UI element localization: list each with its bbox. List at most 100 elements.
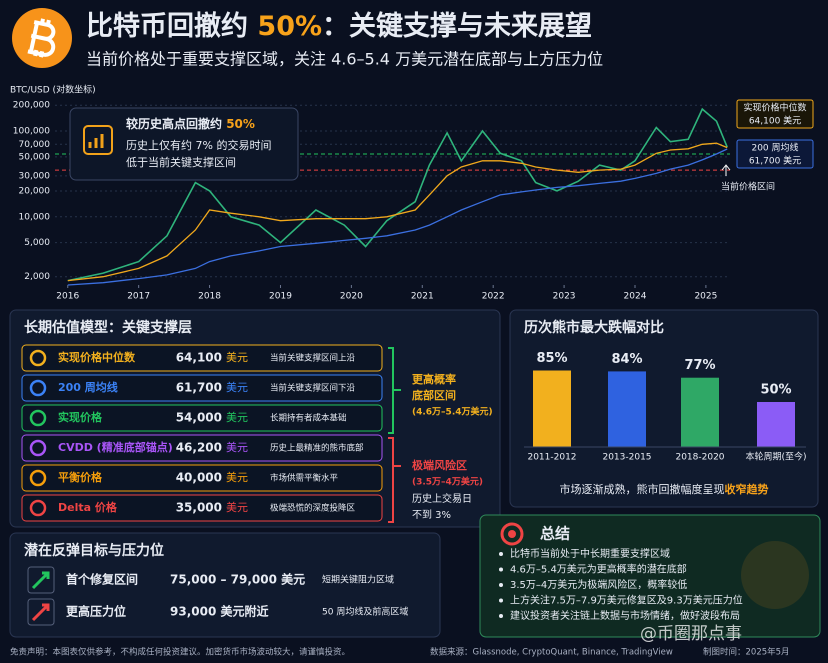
- current-label: 当前价格区间: [721, 181, 775, 193]
- x-tick-label: 本轮周期(至今): [745, 451, 806, 463]
- group-label: (4.6万–5.4万美元): [412, 406, 493, 418]
- y-tick-label: 20,000: [19, 186, 51, 196]
- row-price: 64,100: [176, 351, 222, 365]
- target-icon-box: [27, 598, 55, 626]
- row-icon: [29, 469, 47, 487]
- valuation-row: [21, 404, 383, 432]
- x-tick-label: 2018: [198, 292, 221, 302]
- ma-label: 200 周均线: [751, 142, 798, 154]
- y-tick-label: 70,000: [19, 140, 51, 150]
- row-note: 当前关键支撑区间下沿: [270, 383, 356, 394]
- row-name: CVDD (精准底部锚点): [58, 440, 173, 454]
- bar: [533, 370, 571, 447]
- x-tick-label: 2017: [127, 292, 150, 302]
- target-note: 短期关键阻力区域: [322, 574, 394, 586]
- median-box: [736, 99, 814, 129]
- ma-box: [736, 139, 814, 169]
- row-icon: [29, 349, 47, 367]
- bar-title: 历次熊市最大跌幅对比: [524, 319, 664, 336]
- y-tick-label: 200,000: [13, 101, 50, 111]
- x-tick-label: 2011-2012: [527, 453, 576, 463]
- bullet: [499, 614, 503, 618]
- source: 数据来源：Glassnode, CryptoQuant, Binance, Tr…: [430, 647, 673, 658]
- summary-title: 总结: [540, 525, 570, 543]
- bar-value-label: 77%: [684, 358, 715, 373]
- bullet: [499, 552, 503, 556]
- bar-chart: 历次熊市最大跌幅对比 市场逐渐成熟，熊市回撤幅度呈现收窄趋势 85% 2011-2…: [524, 319, 807, 496]
- valuation-rows: 实现价格中位数 64,100 美元 当前关键支撑区间上沿 200 周均线 61,700 美元…: [21, 344, 493, 523]
- y-tick-label: 2,000: [24, 272, 50, 282]
- summary-item: 上方关注7.5万–7.9万美元修复区及9.3万美元压力位: [510, 594, 743, 607]
- valuation-title: 长期估值模型：关键支撑层: [24, 319, 192, 336]
- valuation-row: [21, 494, 383, 522]
- row-note: 极端恐慌的深度投降区: [270, 503, 356, 514]
- summary-items: 比特币当前处于中长期重要支撑区域 4.6万–5.4万美元为更高概率的潜在底部 3.5…: [499, 547, 743, 622]
- bar-note-highlight: 收窄趋势: [725, 482, 769, 496]
- x-tick-label: 2024: [624, 292, 647, 302]
- bar-value-label: 85%: [536, 351, 567, 366]
- x-tick-label: 2019: [269, 292, 292, 302]
- subtitle: 当前价格处于重要支撑区域，关注 4.6–5.4 万美元潜在底部与上方压力位: [86, 50, 603, 69]
- target-icon: [31, 571, 50, 590]
- x-tick-label: 2018-2020: [675, 453, 724, 463]
- x-tick-label: 2022: [482, 292, 505, 302]
- bar-note: 市场逐渐成熟，熊市回撤幅度呈现收窄趋势: [560, 482, 769, 496]
- valuation-row: [21, 464, 383, 492]
- median-value: 64,100 美元: [749, 115, 801, 127]
- callout-line: 低于当前关键支撑区间: [126, 155, 236, 169]
- y-tick-label: 50,000: [19, 152, 51, 162]
- callout-line: 历史上仅有约 7% 的交易时间: [126, 138, 271, 152]
- callout-highlight: 50%: [226, 117, 255, 131]
- group-label: 更高概率: [412, 372, 456, 386]
- x-tick-label: 2025: [694, 292, 717, 302]
- summary-watermark-logo: [741, 541, 809, 609]
- row-icon: [29, 439, 47, 457]
- median-label: 实现价格中位数: [743, 102, 806, 114]
- bullet: [499, 583, 503, 587]
- summary-panel: [479, 514, 821, 638]
- chart-annotations: 实现价格中位数 64,100 美元 200 周均线 61,700 美元 当前价格…: [721, 99, 814, 193]
- row-icon: [29, 499, 47, 517]
- row-price: 46,200: [176, 441, 222, 455]
- target-value: 75,000 – 79,000 美元: [170, 572, 305, 587]
- target-name: 首个修复区间: [66, 572, 138, 587]
- title-highlight: 50%: [257, 11, 322, 42]
- row-unit: 美元: [226, 411, 248, 424]
- row-price: 54,000: [176, 411, 222, 425]
- callout-title: 较历史高点回撤约 50%: [126, 116, 255, 131]
- valuation-row: [21, 374, 383, 402]
- x-tick-label: 2020: [340, 292, 363, 302]
- callout-title-part: 较历史高点回撤约: [126, 116, 226, 131]
- date: 制图时间：2025年5月: [703, 647, 790, 658]
- bar-note-part: 市场逐渐成熟，熊市回撤幅度呈现: [560, 482, 725, 496]
- row-icon: [29, 409, 47, 427]
- bar-value-label: 50%: [760, 383, 791, 398]
- summary-item: 建议投资者关注链上数据与市场情绪，做好波段布局: [510, 609, 740, 622]
- bullet: [499, 567, 503, 572]
- x-tick-label: 2013-2015: [602, 453, 651, 463]
- disclaimer: 免责声明：本图表仅供参考，不构成任何投资建议。加密货币市场波动较大，请谨慎投资。: [10, 647, 350, 658]
- series-line: [67, 107, 728, 282]
- watermark: @币圈那点事: [640, 624, 742, 644]
- summary-item: 比特币当前处于中长期重要支撑区域: [510, 547, 670, 560]
- row-icon: [29, 379, 47, 397]
- group-note: 不到 3%: [412, 509, 451, 521]
- group-label: 底部区间: [412, 388, 456, 402]
- bullet: [499, 598, 503, 603]
- row-name: 200 周均线: [58, 380, 118, 394]
- row-unit: 美元: [226, 501, 248, 514]
- row-name: Delta 价格: [58, 500, 118, 514]
- summary-item: 3.5万–4万美元为极端风险区，概率较低: [510, 578, 687, 591]
- x-tick-label: 2021: [411, 292, 434, 302]
- x-tick-label: 2023: [553, 292, 576, 302]
- row-price: 40,000: [176, 471, 222, 485]
- row-price: 61,700: [176, 381, 222, 395]
- bar: [608, 371, 646, 447]
- targets-title: 潜在反弹目标与压力位: [24, 542, 164, 559]
- series-line: [67, 142, 728, 282]
- row-unit: 美元: [226, 351, 248, 364]
- y-axis-label: BTC/USD (对数坐标): [10, 84, 96, 96]
- bar: [757, 402, 795, 447]
